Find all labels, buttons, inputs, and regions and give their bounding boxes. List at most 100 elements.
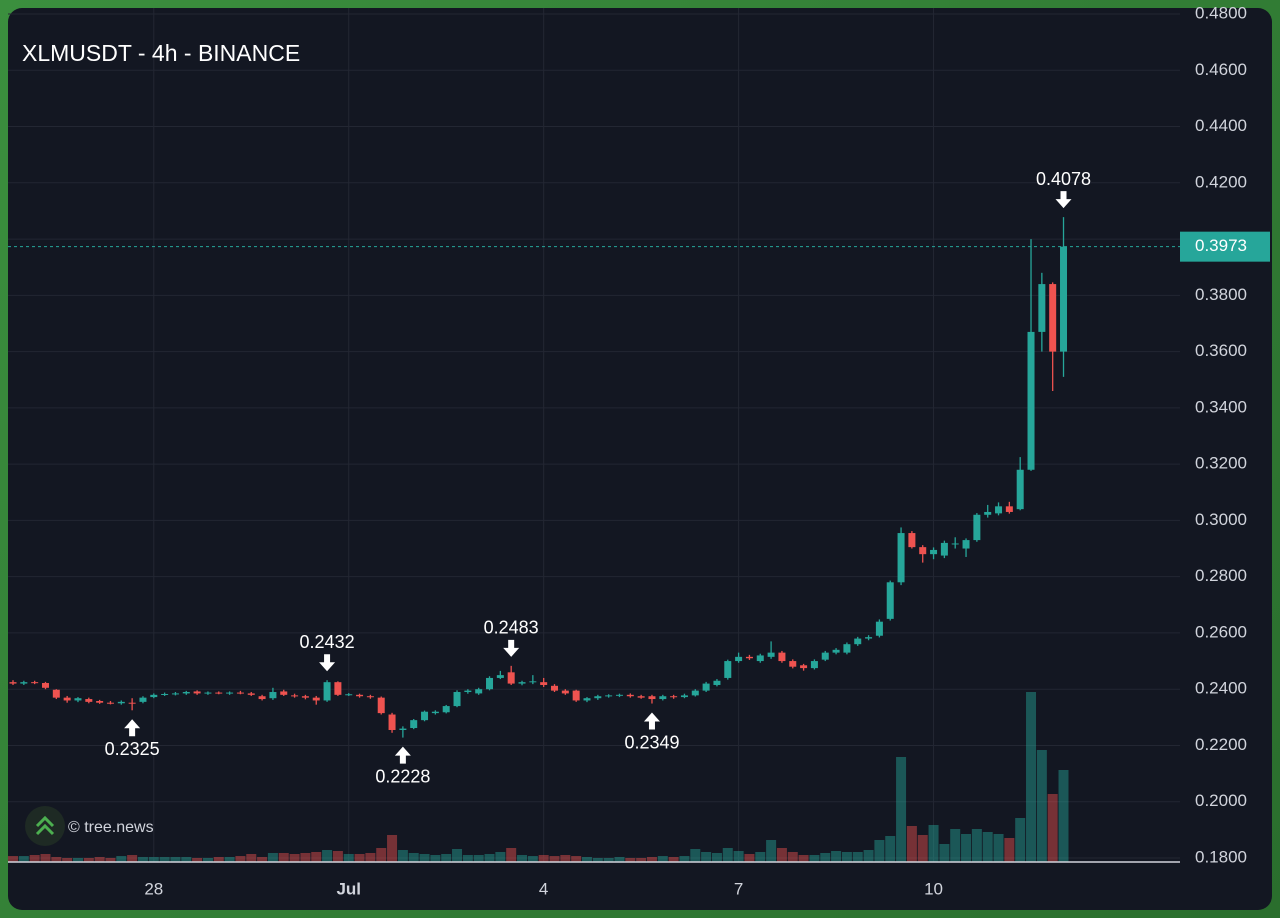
candle-body [215, 692, 223, 694]
candle-body [161, 693, 169, 695]
x-tick-label: 4 [539, 879, 548, 898]
volume-bar [452, 849, 463, 862]
volume-bar [1015, 818, 1026, 862]
volume-bar [939, 844, 950, 862]
volume-bar [928, 825, 939, 862]
volume-bar [896, 757, 907, 862]
volume-bar [397, 850, 408, 862]
volume-bar [614, 857, 625, 862]
candle-body [301, 696, 309, 698]
volume-bar [1047, 794, 1058, 862]
volume-bar [192, 858, 203, 862]
volume-bar [246, 854, 257, 862]
volume-bar [116, 856, 127, 862]
candle-body [756, 655, 764, 662]
candle-body [1060, 246, 1068, 352]
volume-bar [462, 855, 473, 862]
volume-bar [29, 855, 40, 862]
candle-body [453, 692, 461, 707]
volume-bar [8, 856, 18, 862]
candle-body [951, 543, 959, 545]
volume-bar [722, 848, 733, 862]
y-tick-label: 0.3000 [1195, 510, 1247, 529]
candle-body [193, 691, 201, 694]
y-tick-label: 0.1800 [1195, 847, 1247, 866]
volume-bar [311, 852, 322, 862]
candle-body [680, 695, 688, 698]
last-price-label: 0.3973 [1195, 236, 1247, 255]
volume-bar [766, 840, 777, 862]
volume-bar [809, 855, 820, 862]
volume-bar [852, 852, 863, 862]
candle-body [984, 511, 992, 515]
watermark-logo [25, 806, 65, 846]
y-tick-label: 0.3400 [1195, 397, 1247, 416]
candle-body [1049, 284, 1057, 352]
candle-body [745, 656, 753, 659]
candle-body [561, 690, 569, 694]
volume-bar [419, 854, 430, 862]
candle-body [421, 711, 429, 721]
volume-bar [484, 854, 495, 862]
candle-body [117, 701, 125, 704]
candle-body [356, 694, 364, 697]
volume-bar [874, 840, 885, 862]
volume-bar [137, 857, 148, 862]
candle-body [171, 693, 179, 695]
y-tick-label: 0.2400 [1195, 679, 1247, 698]
volume-bar [18, 856, 29, 862]
candle-body [388, 714, 396, 730]
candle-body [486, 677, 494, 690]
candle-body [518, 682, 526, 684]
volume-bar [473, 855, 484, 862]
candle-body [615, 694, 623, 696]
volume-bar [506, 848, 517, 862]
y-tick-label: 0.2800 [1195, 566, 1247, 585]
candle-body [908, 533, 916, 548]
candle-body [626, 694, 634, 697]
candle-body [973, 514, 981, 541]
volume-bar [83, 858, 94, 862]
candle-body [9, 682, 17, 684]
annotation-label: 0.2483 [484, 618, 539, 638]
candle-body [41, 683, 49, 688]
candle-body [778, 652, 786, 662]
y-tick-label: 0.2000 [1195, 791, 1247, 810]
volume-bar [387, 835, 398, 862]
candle-body [875, 621, 883, 636]
annotation-arrow [1055, 191, 1072, 209]
candle-body [442, 706, 450, 713]
candle-body [1027, 331, 1035, 470]
candle-body [334, 682, 342, 695]
volume-bar [820, 853, 831, 862]
candle-body [63, 697, 71, 701]
volume-bar [581, 857, 592, 862]
candle-body [139, 697, 147, 702]
volume-bar [332, 851, 343, 862]
y-tick-label: 0.2600 [1195, 622, 1247, 641]
candle-body [810, 661, 818, 669]
candle-body [995, 506, 1003, 514]
candle-body [150, 694, 158, 698]
candle-body [280, 691, 288, 695]
volume-bar [72, 858, 83, 862]
volume-bar [235, 856, 246, 862]
candle-body [897, 533, 905, 583]
candle-body [226, 692, 234, 694]
volume-bar [885, 836, 896, 862]
annotation-arrow [124, 719, 141, 737]
candle-body [258, 696, 266, 700]
volume-bar [831, 851, 842, 862]
volume-bar [527, 856, 538, 862]
volume-bar [744, 854, 755, 862]
candle-body [96, 701, 104, 703]
candle-body [236, 692, 244, 694]
candle-body [269, 692, 277, 699]
annotation-arrow [503, 639, 520, 657]
y-tick-label: 0.3600 [1195, 341, 1247, 360]
candle-body [886, 582, 894, 619]
volume-bar [170, 857, 181, 862]
volume-bar [159, 857, 170, 862]
volume-bar [657, 856, 668, 862]
